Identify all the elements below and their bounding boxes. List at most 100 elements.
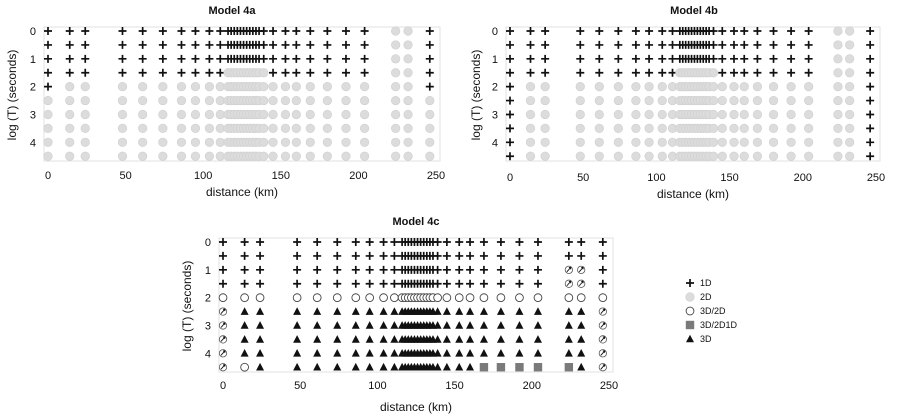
marker-2d [540, 82, 550, 92]
legend-marker-2d [685, 292, 695, 302]
marker-1d [479, 238, 488, 246]
y-tick-label: 2 [30, 82, 36, 94]
marker-1d [496, 251, 505, 260]
marker-2d [540, 151, 550, 161]
marker-arrow [577, 265, 586, 274]
marker-1d [866, 138, 875, 147]
marker-1d [205, 40, 214, 49]
marker-2d [804, 151, 814, 161]
y-tick-label: 0 [205, 237, 211, 249]
x-tick-label: 100 [194, 170, 212, 182]
marker-2d [138, 95, 148, 106]
marker-2d [752, 123, 763, 133]
marker-1d [351, 251, 360, 260]
marker-3d [455, 321, 464, 329]
marker-2d [525, 95, 536, 106]
marker-2d [117, 151, 128, 161]
marker-1d [205, 27, 214, 35]
marker-2d [268, 123, 278, 133]
legend-symbol [685, 320, 695, 330]
marker-2d [117, 137, 128, 147]
marker-2d [833, 151, 843, 161]
marker-1d [138, 40, 147, 49]
y-tick-label: 4 [205, 348, 211, 360]
marker-1d [506, 138, 514, 147]
marker-2d [644, 137, 654, 147]
marker-3d [442, 349, 451, 357]
marker-1d [804, 54, 813, 63]
marker-3d-2d1d [496, 363, 506, 372]
panel-model-4c: Model 4c 0 1 2 3 4 0 50 100 150 200 250 distance (km… [180, 216, 618, 414]
marker-3d [433, 321, 442, 329]
marker-3d [365, 307, 374, 315]
y-tick-label: 1 [492, 54, 498, 66]
marker-2d [268, 82, 278, 92]
marker-2d [117, 123, 128, 133]
marker-3d [379, 307, 388, 315]
marker-3d-2d [351, 293, 361, 303]
y-tick-label: 1 [30, 54, 36, 66]
marker-2d [717, 151, 727, 161]
marker-1d [293, 251, 302, 260]
marker-3d [515, 307, 524, 315]
marker-1d [425, 68, 434, 77]
marker-arrow [598, 321, 607, 330]
marker-2d [631, 137, 641, 147]
marker-3d-2d [255, 293, 265, 303]
marker-2d [280, 109, 291, 120]
marker-3d-2d [240, 362, 249, 372]
marker-2d [341, 123, 351, 133]
marker-2d [391, 123, 401, 133]
marker-1d [313, 279, 322, 288]
marker-2d [280, 123, 291, 133]
marker-1d [281, 68, 290, 77]
marker-2d [845, 151, 855, 161]
marker-2d [540, 95, 550, 106]
marker-1d [595, 27, 604, 35]
marker-1d [240, 238, 249, 246]
marker-1d [333, 238, 342, 246]
marker-2d [845, 82, 855, 92]
marker-3d [496, 335, 505, 343]
marker-1d [365, 279, 374, 288]
marker-2d [845, 40, 855, 50]
marker-2d [190, 123, 201, 133]
plot-frame [218, 237, 614, 373]
marker-3d-2d [533, 293, 543, 303]
x-tick-label: 0 [507, 172, 513, 184]
marker-2d [176, 123, 187, 133]
marker-2d [138, 137, 148, 147]
marker-1d [293, 265, 302, 274]
marker-2d [845, 95, 855, 106]
marker-2d [752, 82, 763, 92]
marker-1d [533, 279, 542, 288]
marker-1d [390, 279, 399, 288]
marker-1d [496, 279, 505, 288]
marker-1d [668, 40, 677, 49]
marker-1d [729, 68, 738, 77]
marker-arrow [564, 265, 573, 274]
marker-3d [433, 349, 442, 357]
marker-3d [379, 349, 388, 357]
marker-1d [506, 152, 514, 161]
x-tick-label: 100 [647, 172, 665, 184]
marker-2d [138, 109, 148, 120]
marker-3d [577, 321, 586, 329]
marker-3d [390, 349, 399, 357]
marker-2d [215, 137, 225, 147]
marker-1d [360, 27, 369, 35]
marker-1d [598, 238, 607, 246]
marker-1d [259, 54, 268, 63]
marker-2d [594, 137, 604, 147]
marker-2d [804, 109, 814, 120]
marker-2d [804, 123, 814, 133]
marker-1d [118, 27, 127, 35]
marker-1d [323, 54, 332, 63]
marker-1d [323, 27, 332, 35]
marker-1d [256, 251, 265, 260]
x-tick-label: 50 [119, 170, 131, 182]
marker-3d-2d [292, 293, 302, 303]
legend: 1D 2D 3D/2D 3D/2D1D 3D [685, 278, 738, 344]
marker-2d [204, 137, 215, 147]
